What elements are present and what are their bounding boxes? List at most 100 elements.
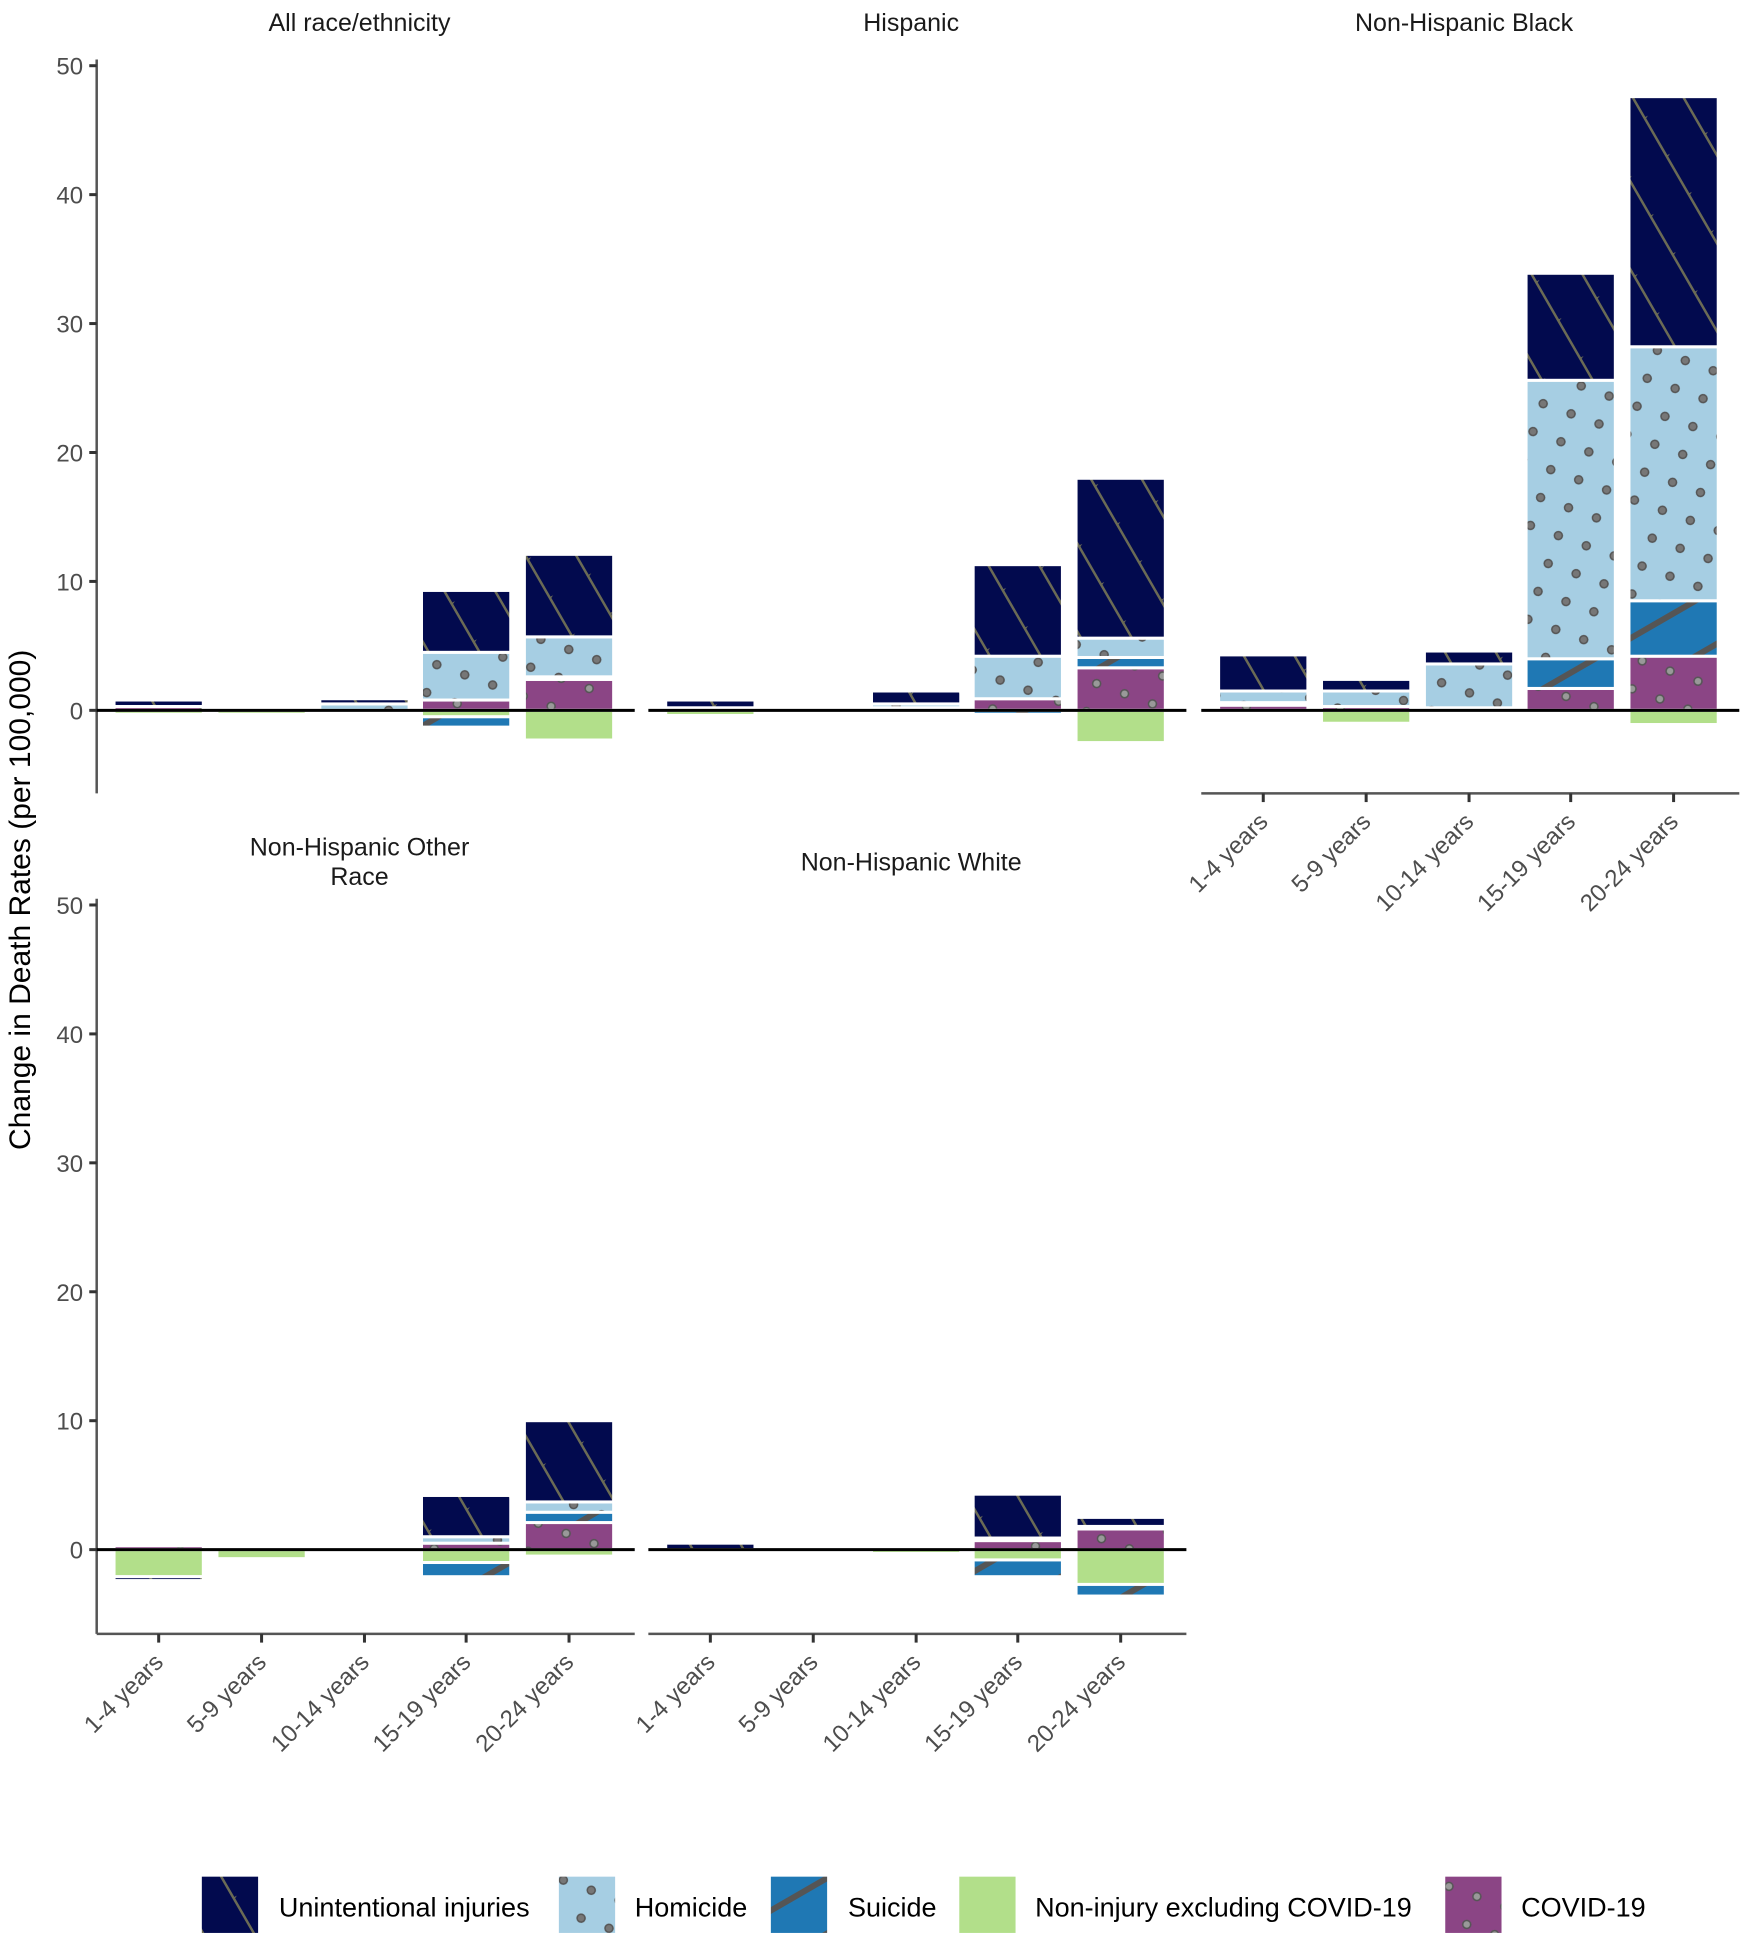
bar-segment-covid bbox=[522, 677, 616, 712]
legend-label: Suicide bbox=[848, 1893, 937, 1923]
x-tick-label: 20-24 years bbox=[1575, 808, 1684, 917]
legend-swatch bbox=[1443, 1874, 1504, 1935]
y-tick-label: 10 bbox=[56, 569, 83, 596]
bar-segment-suicide bbox=[1627, 599, 1720, 658]
legend-item-unintentional: Unintentional injuries bbox=[199, 1874, 530, 1935]
panels: All race/ethnicity 0 10 20 30 40 50 Hispanic Non… bbox=[56, 9, 1740, 1758]
bar-segment-suicide bbox=[971, 1558, 1064, 1579]
legend-swatch bbox=[556, 1874, 618, 1935]
bar-segment-unintentional bbox=[1217, 653, 1310, 693]
legend-item-homicide: Homicide bbox=[556, 1874, 748, 1935]
bar-segment-unintentional bbox=[112, 1575, 205, 1583]
legend-item-covid: COVID-19 bbox=[1443, 1874, 1646, 1935]
bar-segment-unintentional bbox=[1627, 95, 1720, 349]
panel-title: All race/ethnicity bbox=[268, 9, 451, 37]
legend-item-noninjury: Non-injury excluding COVID-19 bbox=[957, 1874, 1412, 1935]
x-tick-label: 1-4 years bbox=[1184, 808, 1274, 898]
bar-segment-noninjury bbox=[1627, 708, 1720, 727]
x-tick-label: 5-9 years bbox=[1287, 808, 1377, 898]
legend-swatch bbox=[199, 1874, 261, 1935]
bar-segment-noninjury bbox=[419, 1548, 513, 1565]
bar-segment-unintentional bbox=[1074, 476, 1167, 640]
x-tick-label: 5-9 years bbox=[182, 1649, 272, 1739]
bar-segment-unintentional bbox=[112, 698, 205, 708]
bar-segment-homicide bbox=[1627, 345, 1720, 603]
bar-segment-covid bbox=[1074, 666, 1167, 712]
panel-hispanic: Hispanic bbox=[648, 9, 1187, 745]
bar-segment-homicide bbox=[1320, 689, 1413, 708]
bar-segment-unintentional bbox=[870, 689, 963, 706]
legend-label: COVID-19 bbox=[1521, 1893, 1646, 1923]
bar-segment-suicide bbox=[419, 715, 513, 729]
bar-segment-suicide bbox=[419, 1561, 513, 1579]
bar-segment-covid bbox=[419, 698, 513, 712]
bar-segment-unintentional bbox=[664, 698, 757, 710]
legend-item-suicide: Suicide bbox=[768, 1874, 937, 1935]
bar-segment-noninjury bbox=[1320, 708, 1413, 725]
bar-segment-unintentional bbox=[1074, 1515, 1167, 1528]
y-tick-label: 20 bbox=[56, 1280, 83, 1307]
legend-label: Homicide bbox=[635, 1893, 748, 1923]
bar-segment-unintentional bbox=[419, 588, 513, 654]
bar-segment-suicide bbox=[522, 1510, 616, 1525]
y-tick-label: 40 bbox=[56, 183, 83, 210]
bar-segment-suicide bbox=[1524, 657, 1617, 690]
x-tick-label: 15-19 years bbox=[919, 1649, 1028, 1758]
bar-segment-homicide bbox=[419, 650, 513, 702]
x-tick-label: 15-19 years bbox=[368, 1649, 477, 1758]
panel-title: Non-Hispanic Other bbox=[250, 833, 470, 861]
y-axis-label: Change in Death Rates (per 100,000) bbox=[4, 650, 37, 1150]
y-tick-label: 20 bbox=[56, 440, 83, 467]
x-tick-label: 10-14 years bbox=[1371, 808, 1480, 917]
bar-segment-covid bbox=[1074, 1527, 1167, 1552]
bar-segment-unintentional bbox=[318, 697, 411, 706]
bar-segment-unintentional bbox=[971, 563, 1064, 658]
x-tick-label: 10-14 years bbox=[266, 1649, 375, 1758]
bar-segment-covid bbox=[522, 1521, 616, 1552]
bar-segment-unintentional bbox=[1422, 649, 1516, 666]
bar-segment-unintentional bbox=[522, 552, 616, 639]
bar-segment-suicide bbox=[1074, 655, 1167, 670]
x-tick-label: 1-4 years bbox=[631, 1649, 721, 1739]
bar-segment-homicide bbox=[1217, 689, 1310, 705]
bar-segment-covid bbox=[971, 697, 1064, 712]
panel-non-hispanic-black: Non-Hispanic Black 1-4 years 5-9 years10-1… bbox=[1184, 9, 1740, 917]
panel-title: Non-Hispanic Black bbox=[1355, 9, 1574, 37]
y-tick-label: 0 bbox=[70, 1538, 83, 1565]
bar-segment-unintentional bbox=[971, 1492, 1064, 1540]
bar-segment-noninjury bbox=[1074, 1548, 1167, 1586]
y-tick-label: 10 bbox=[56, 1409, 83, 1436]
panel-title: Hispanic bbox=[863, 9, 959, 37]
bar-segment-suicide bbox=[1074, 1582, 1167, 1598]
bar-segment-homicide bbox=[971, 654, 1064, 701]
bar-segment-unintentional bbox=[1524, 271, 1617, 382]
bar-segment-homicide bbox=[522, 635, 616, 679]
legend-label: Non-injury excluding COVID-19 bbox=[1035, 1893, 1412, 1923]
panel-all-race-ethnicity: All race/ethnicity 0 10 20 30 40 50 bbox=[56, 9, 635, 794]
bar-segment-covid bbox=[1524, 686, 1617, 712]
x-tick-label: 20-24 years bbox=[471, 1649, 580, 1758]
bar-segment-noninjury bbox=[1074, 708, 1167, 745]
y-tick-label: 0 bbox=[70, 698, 83, 725]
y-tick-label: 50 bbox=[56, 54, 83, 81]
x-tick-label: 1-4 years bbox=[79, 1649, 169, 1739]
bar-segment-homicide bbox=[522, 1500, 616, 1514]
bar-segment-homicide bbox=[1074, 636, 1167, 659]
y-tick-label: 40 bbox=[56, 1022, 83, 1049]
bar-segment-noninjury bbox=[522, 708, 616, 742]
bar-segment-unintentional bbox=[522, 1419, 616, 1504]
legend-swatch bbox=[957, 1874, 1018, 1935]
bar-segment-homicide bbox=[1524, 378, 1617, 661]
panel-title: Non-Hispanic White bbox=[801, 848, 1022, 876]
bar-segment-noninjury bbox=[971, 1548, 1064, 1562]
bar-segment-unintentional bbox=[1320, 677, 1413, 693]
legend-swatch bbox=[768, 1874, 830, 1935]
y-tick-label: 30 bbox=[56, 1151, 83, 1178]
panel-title: Race bbox=[330, 863, 388, 891]
bar-segment-unintentional bbox=[419, 1493, 513, 1539]
x-tick-label: 20-24 years bbox=[1022, 1649, 1131, 1758]
bar-segment-homicide bbox=[1422, 662, 1516, 710]
x-tick-label: 10-14 years bbox=[818, 1649, 927, 1758]
